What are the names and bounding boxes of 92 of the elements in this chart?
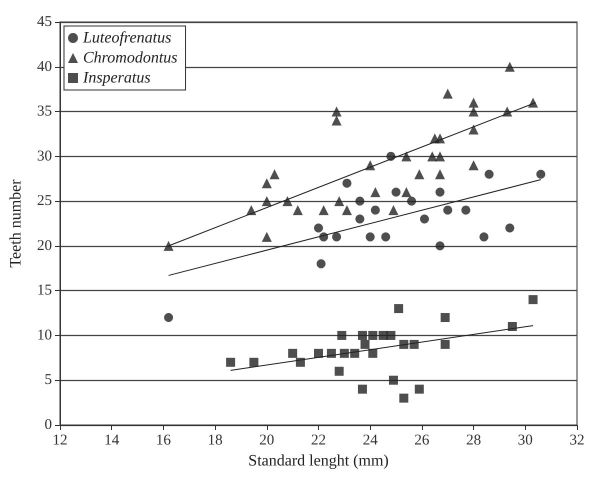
point	[440, 340, 450, 349]
point	[468, 124, 479, 134]
point	[337, 330, 346, 340]
point	[358, 384, 367, 394]
point	[226, 358, 236, 367]
point	[436, 241, 444, 250]
y-tick-label: 40	[37, 58, 52, 75]
legend-label: Insperatus	[82, 70, 151, 86]
y-tick-label: 15	[37, 282, 52, 299]
point	[334, 366, 344, 376]
point	[316, 259, 326, 268]
x-tick-label: 30	[518, 432, 533, 448]
point	[394, 304, 404, 314]
point	[420, 214, 429, 224]
point	[314, 223, 323, 232]
x-tick-label: 20	[259, 432, 274, 448]
point	[468, 160, 479, 170]
y-tick-label: 10	[37, 327, 52, 344]
point	[442, 88, 453, 99]
point	[368, 330, 378, 340]
y-tick-label: 45	[37, 14, 52, 30]
x-tick-label: 22	[311, 432, 326, 448]
legend-label: Chromodontus	[83, 50, 178, 66]
x-tick-label: 32	[570, 432, 584, 448]
x-tick-label: 16	[156, 432, 172, 448]
y-tick-label: 30	[37, 148, 52, 164]
point	[292, 205, 303, 216]
point	[434, 169, 445, 180]
y-tick-label: 0	[44, 417, 52, 433]
point	[164, 313, 174, 322]
y-tick-label: 25	[37, 193, 52, 210]
point	[368, 348, 378, 358]
point	[468, 98, 479, 108]
point	[399, 394, 408, 403]
point	[262, 178, 272, 188]
point	[468, 106, 479, 117]
x-axis-title: Standard lenght (mm)	[248, 452, 389, 470]
point	[342, 205, 352, 216]
point	[479, 232, 488, 242]
point	[355, 214, 364, 224]
point	[262, 196, 272, 206]
y-tick-label: 20	[37, 238, 52, 254]
point	[484, 170, 494, 179]
point	[332, 232, 342, 242]
point	[332, 116, 342, 126]
point	[381, 232, 390, 242]
point	[355, 196, 364, 206]
point	[282, 196, 292, 206]
point	[434, 151, 445, 162]
x-tick-label: 14	[104, 432, 120, 448]
point	[536, 170, 546, 179]
point	[414, 384, 424, 394]
point	[505, 223, 514, 232]
point	[427, 151, 438, 162]
x-tick-label: 28	[466, 432, 482, 448]
point	[249, 358, 258, 367]
point	[334, 196, 344, 206]
point	[436, 188, 444, 197]
point	[440, 313, 450, 322]
point	[366, 232, 375, 242]
x-tick-label: 12	[52, 432, 68, 448]
legend-label: Luteofrenatus	[82, 30, 172, 46]
point	[388, 205, 398, 216]
point	[401, 187, 412, 198]
point	[504, 62, 515, 72]
point	[392, 188, 401, 197]
point	[407, 196, 416, 206]
point	[270, 169, 280, 180]
point	[528, 295, 538, 304]
point	[414, 169, 424, 180]
y-tick-label: 35	[37, 104, 52, 120]
point	[314, 348, 323, 358]
point	[318, 205, 329, 216]
x-tick-label: 24	[362, 432, 378, 448]
point	[358, 330, 367, 340]
point	[360, 340, 370, 349]
point	[164, 240, 174, 251]
point	[370, 187, 380, 198]
point	[332, 106, 342, 117]
point	[288, 348, 298, 358]
y-tick-label: 5	[44, 372, 52, 388]
point	[388, 376, 398, 385]
y-axis-title: Teeth number	[8, 178, 24, 268]
x-tick-label: 26	[414, 432, 430, 448]
point	[386, 330, 396, 340]
point	[262, 232, 272, 242]
x-tick-label: 18	[208, 432, 223, 448]
point	[443, 206, 452, 215]
point	[342, 178, 352, 188]
point	[401, 151, 412, 162]
point	[461, 206, 470, 215]
point	[370, 206, 380, 215]
